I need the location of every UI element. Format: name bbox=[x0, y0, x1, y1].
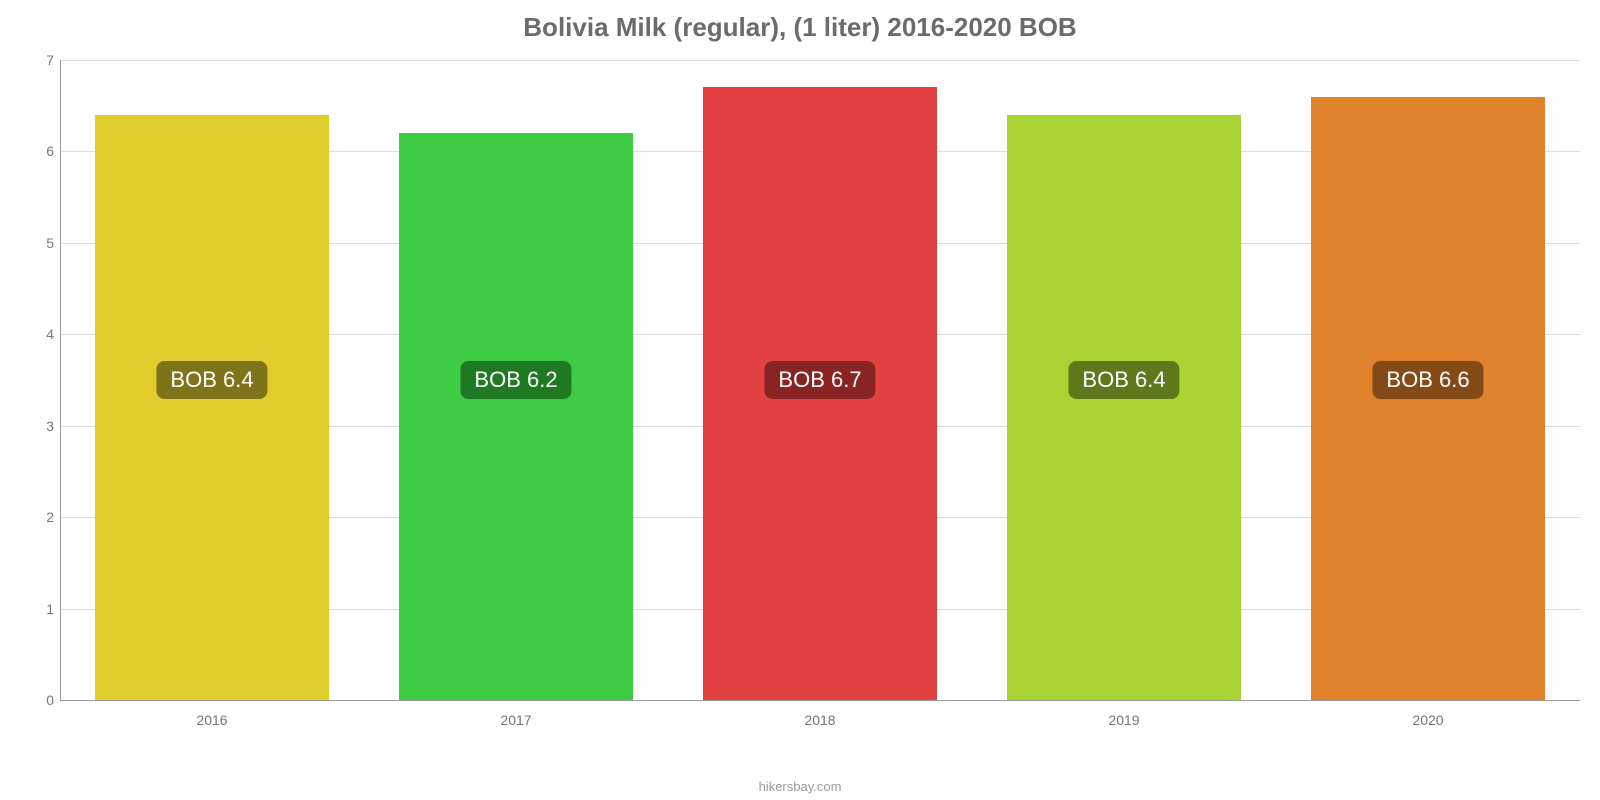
y-tick-label: 2 bbox=[28, 509, 54, 525]
x-tick-label: 2020 bbox=[1412, 712, 1443, 728]
x-axis bbox=[60, 700, 1580, 701]
bar bbox=[1007, 115, 1241, 700]
y-tick-label: 6 bbox=[28, 143, 54, 159]
y-tick-label: 4 bbox=[28, 326, 54, 342]
chart-title: Bolivia Milk (regular), (1 liter) 2016-2… bbox=[0, 0, 1600, 43]
chart-footer: hikersbay.com bbox=[0, 779, 1600, 794]
bar bbox=[95, 115, 329, 700]
y-tick-label: 7 bbox=[28, 52, 54, 68]
bar bbox=[399, 133, 633, 700]
y-tick-label: 0 bbox=[28, 692, 54, 708]
bar-value-label: BOB 6.4 bbox=[156, 361, 267, 399]
x-tick-label: 2016 bbox=[196, 712, 227, 728]
x-tick-label: 2018 bbox=[804, 712, 835, 728]
grid-line bbox=[60, 60, 1580, 61]
bar-value-label: BOB 6.2 bbox=[460, 361, 571, 399]
x-tick-label: 2019 bbox=[1108, 712, 1139, 728]
x-tick-label: 2017 bbox=[500, 712, 531, 728]
chart-container: Bolivia Milk (regular), (1 liter) 2016-2… bbox=[0, 0, 1600, 800]
y-tick-label: 1 bbox=[28, 601, 54, 617]
y-axis bbox=[60, 60, 61, 700]
bar-value-label: BOB 6.4 bbox=[1068, 361, 1179, 399]
y-tick-label: 5 bbox=[28, 235, 54, 251]
bar-value-label: BOB 6.7 bbox=[764, 361, 875, 399]
y-tick-label: 3 bbox=[28, 418, 54, 434]
bar-value-label: BOB 6.6 bbox=[1372, 361, 1483, 399]
plot-area: 01234567BOB 6.42016BOB 6.22017BOB 6.7201… bbox=[60, 60, 1580, 740]
